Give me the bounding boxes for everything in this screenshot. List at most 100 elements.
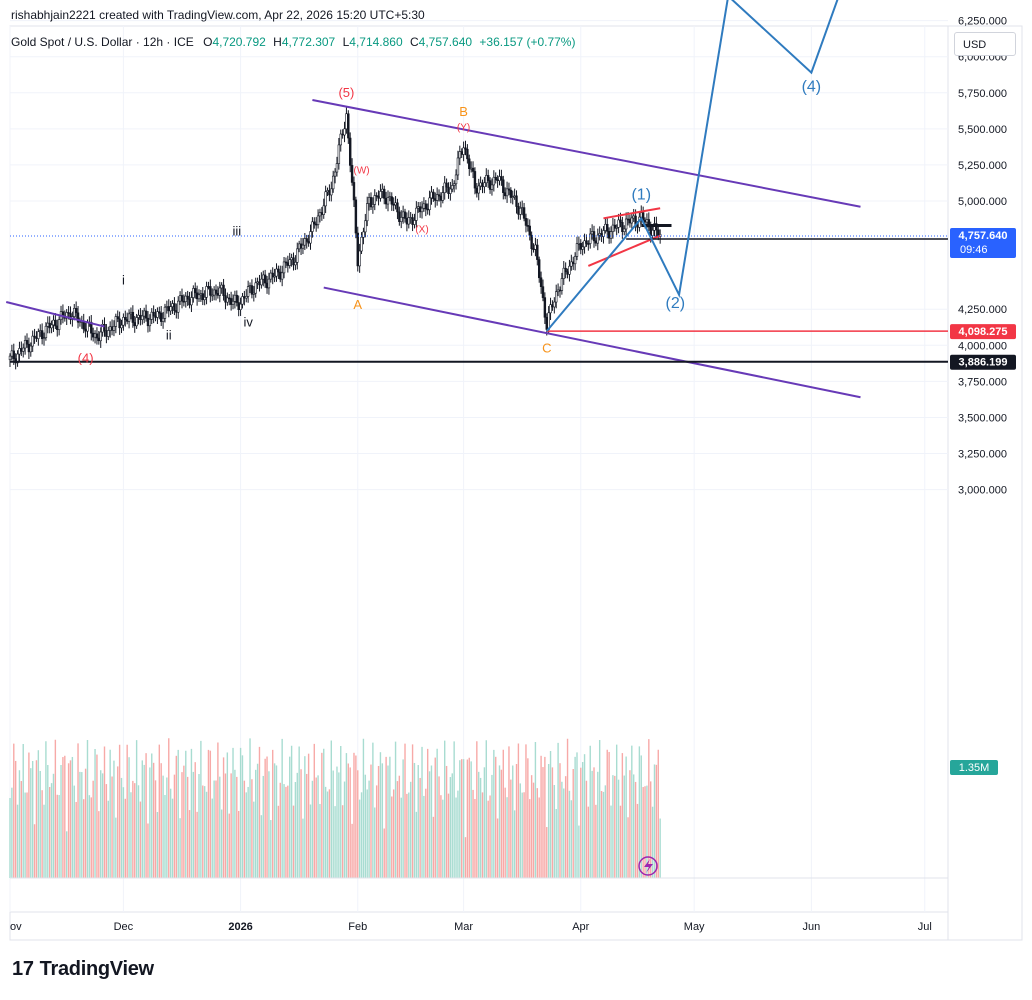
candle-body	[78, 321, 82, 323]
candle-body	[273, 275, 276, 278]
candle-body	[473, 171, 477, 189]
candle-body	[292, 257, 295, 266]
candle-body	[218, 287, 221, 296]
candle-body	[235, 294, 238, 303]
candle-body	[112, 326, 116, 331]
chart-credit: rishabhjain2221 created with TradingView…	[11, 8, 425, 22]
candle-body	[65, 312, 68, 319]
candle-body	[110, 326, 114, 331]
candle-body	[541, 286, 545, 298]
candle-body	[424, 203, 427, 210]
candle-body	[375, 195, 378, 197]
y-tick-label: 3,500.000	[958, 412, 1007, 424]
bar-countdown: 09:46	[960, 244, 988, 256]
candle-body	[534, 244, 537, 250]
candle-body	[481, 182, 484, 188]
candle-body	[602, 230, 605, 237]
candle-body	[37, 331, 40, 339]
candle-body	[643, 220, 647, 223]
candle-body	[432, 191, 435, 199]
candle-body	[439, 195, 443, 201]
candle-body	[345, 113, 348, 130]
candle-body	[479, 182, 482, 187]
x-tick-label: Jun	[802, 921, 820, 933]
candle-body	[76, 312, 80, 323]
high-value: 4,772.307	[281, 35, 336, 49]
candle-body	[307, 241, 310, 244]
candle-body	[220, 284, 223, 289]
candle-body	[175, 310, 178, 313]
candle-body	[628, 219, 632, 224]
candle-body	[216, 293, 220, 296]
candle-body	[555, 291, 558, 303]
candle-body	[180, 295, 184, 302]
candle-body	[303, 238, 307, 246]
candle-body	[369, 197, 373, 208]
last-price-value: 4,757.640	[959, 230, 1008, 242]
candle-body	[530, 234, 533, 250]
candle-body	[52, 319, 55, 326]
candle-body	[626, 218, 630, 221]
candle-body	[167, 306, 170, 312]
candle-body	[347, 113, 350, 139]
candle-body	[328, 190, 331, 196]
candle-body	[239, 303, 242, 310]
candle-body	[392, 203, 395, 206]
candle-body	[371, 204, 375, 208]
candle-body	[91, 332, 95, 338]
candle-body	[309, 231, 312, 244]
candle-body	[400, 217, 403, 222]
candle-body	[144, 310, 148, 319]
candle-body	[129, 311, 133, 315]
wave-label: (2)	[665, 295, 685, 312]
candle-body	[537, 259, 541, 279]
candle-body	[348, 137, 352, 166]
candle-body	[379, 191, 382, 199]
candle-body	[201, 293, 204, 301]
candle-body	[471, 167, 475, 172]
candle-body	[228, 297, 231, 300]
candle-body	[520, 207, 524, 209]
candle-body	[589, 233, 592, 244]
candle-body	[568, 265, 571, 275]
candle-body	[160, 312, 163, 322]
candle-body	[23, 340, 27, 349]
wedge-lower-line	[587, 234, 661, 267]
candle-body	[326, 190, 329, 193]
candle-body	[449, 188, 452, 194]
candle-body	[360, 236, 363, 252]
candle-body	[194, 288, 197, 294]
candle-body	[18, 348, 21, 355]
candle-body	[583, 240, 586, 248]
y-tick-label: 4,000.000	[958, 340, 1007, 352]
y-tick-label: 5,750.000	[958, 88, 1007, 100]
candle-body	[619, 219, 622, 223]
candle-body	[324, 191, 327, 207]
x-tick-label: Feb	[348, 921, 367, 933]
currency-button[interactable]: USD	[954, 32, 1016, 56]
candle-body	[135, 317, 138, 327]
candle-body	[401, 211, 405, 218]
candle-body	[205, 286, 208, 298]
candle-body	[173, 303, 176, 311]
candle-body	[39, 330, 42, 333]
candle-body	[573, 256, 577, 265]
candle-body	[84, 328, 87, 332]
candle-body	[545, 316, 548, 330]
candle-body	[577, 243, 581, 245]
symbol-name[interactable]: Gold Spot / U.S. Dollar · 12h · ICE	[11, 35, 194, 49]
candle-body	[31, 335, 34, 347]
candle-body	[54, 319, 57, 327]
candle-body	[33, 335, 36, 338]
candle-body	[511, 196, 514, 198]
candle-body	[604, 223, 607, 231]
candle-body	[301, 244, 305, 249]
x-tick-label: Dec	[114, 921, 134, 933]
price-level-label: 4,098.275	[959, 326, 1008, 338]
candle-body	[252, 292, 256, 295]
candle-body	[358, 250, 361, 267]
candle-body	[350, 165, 354, 183]
tradingview-logo[interactable]: 17 TradingView	[12, 958, 154, 981]
candle-body	[388, 196, 392, 198]
